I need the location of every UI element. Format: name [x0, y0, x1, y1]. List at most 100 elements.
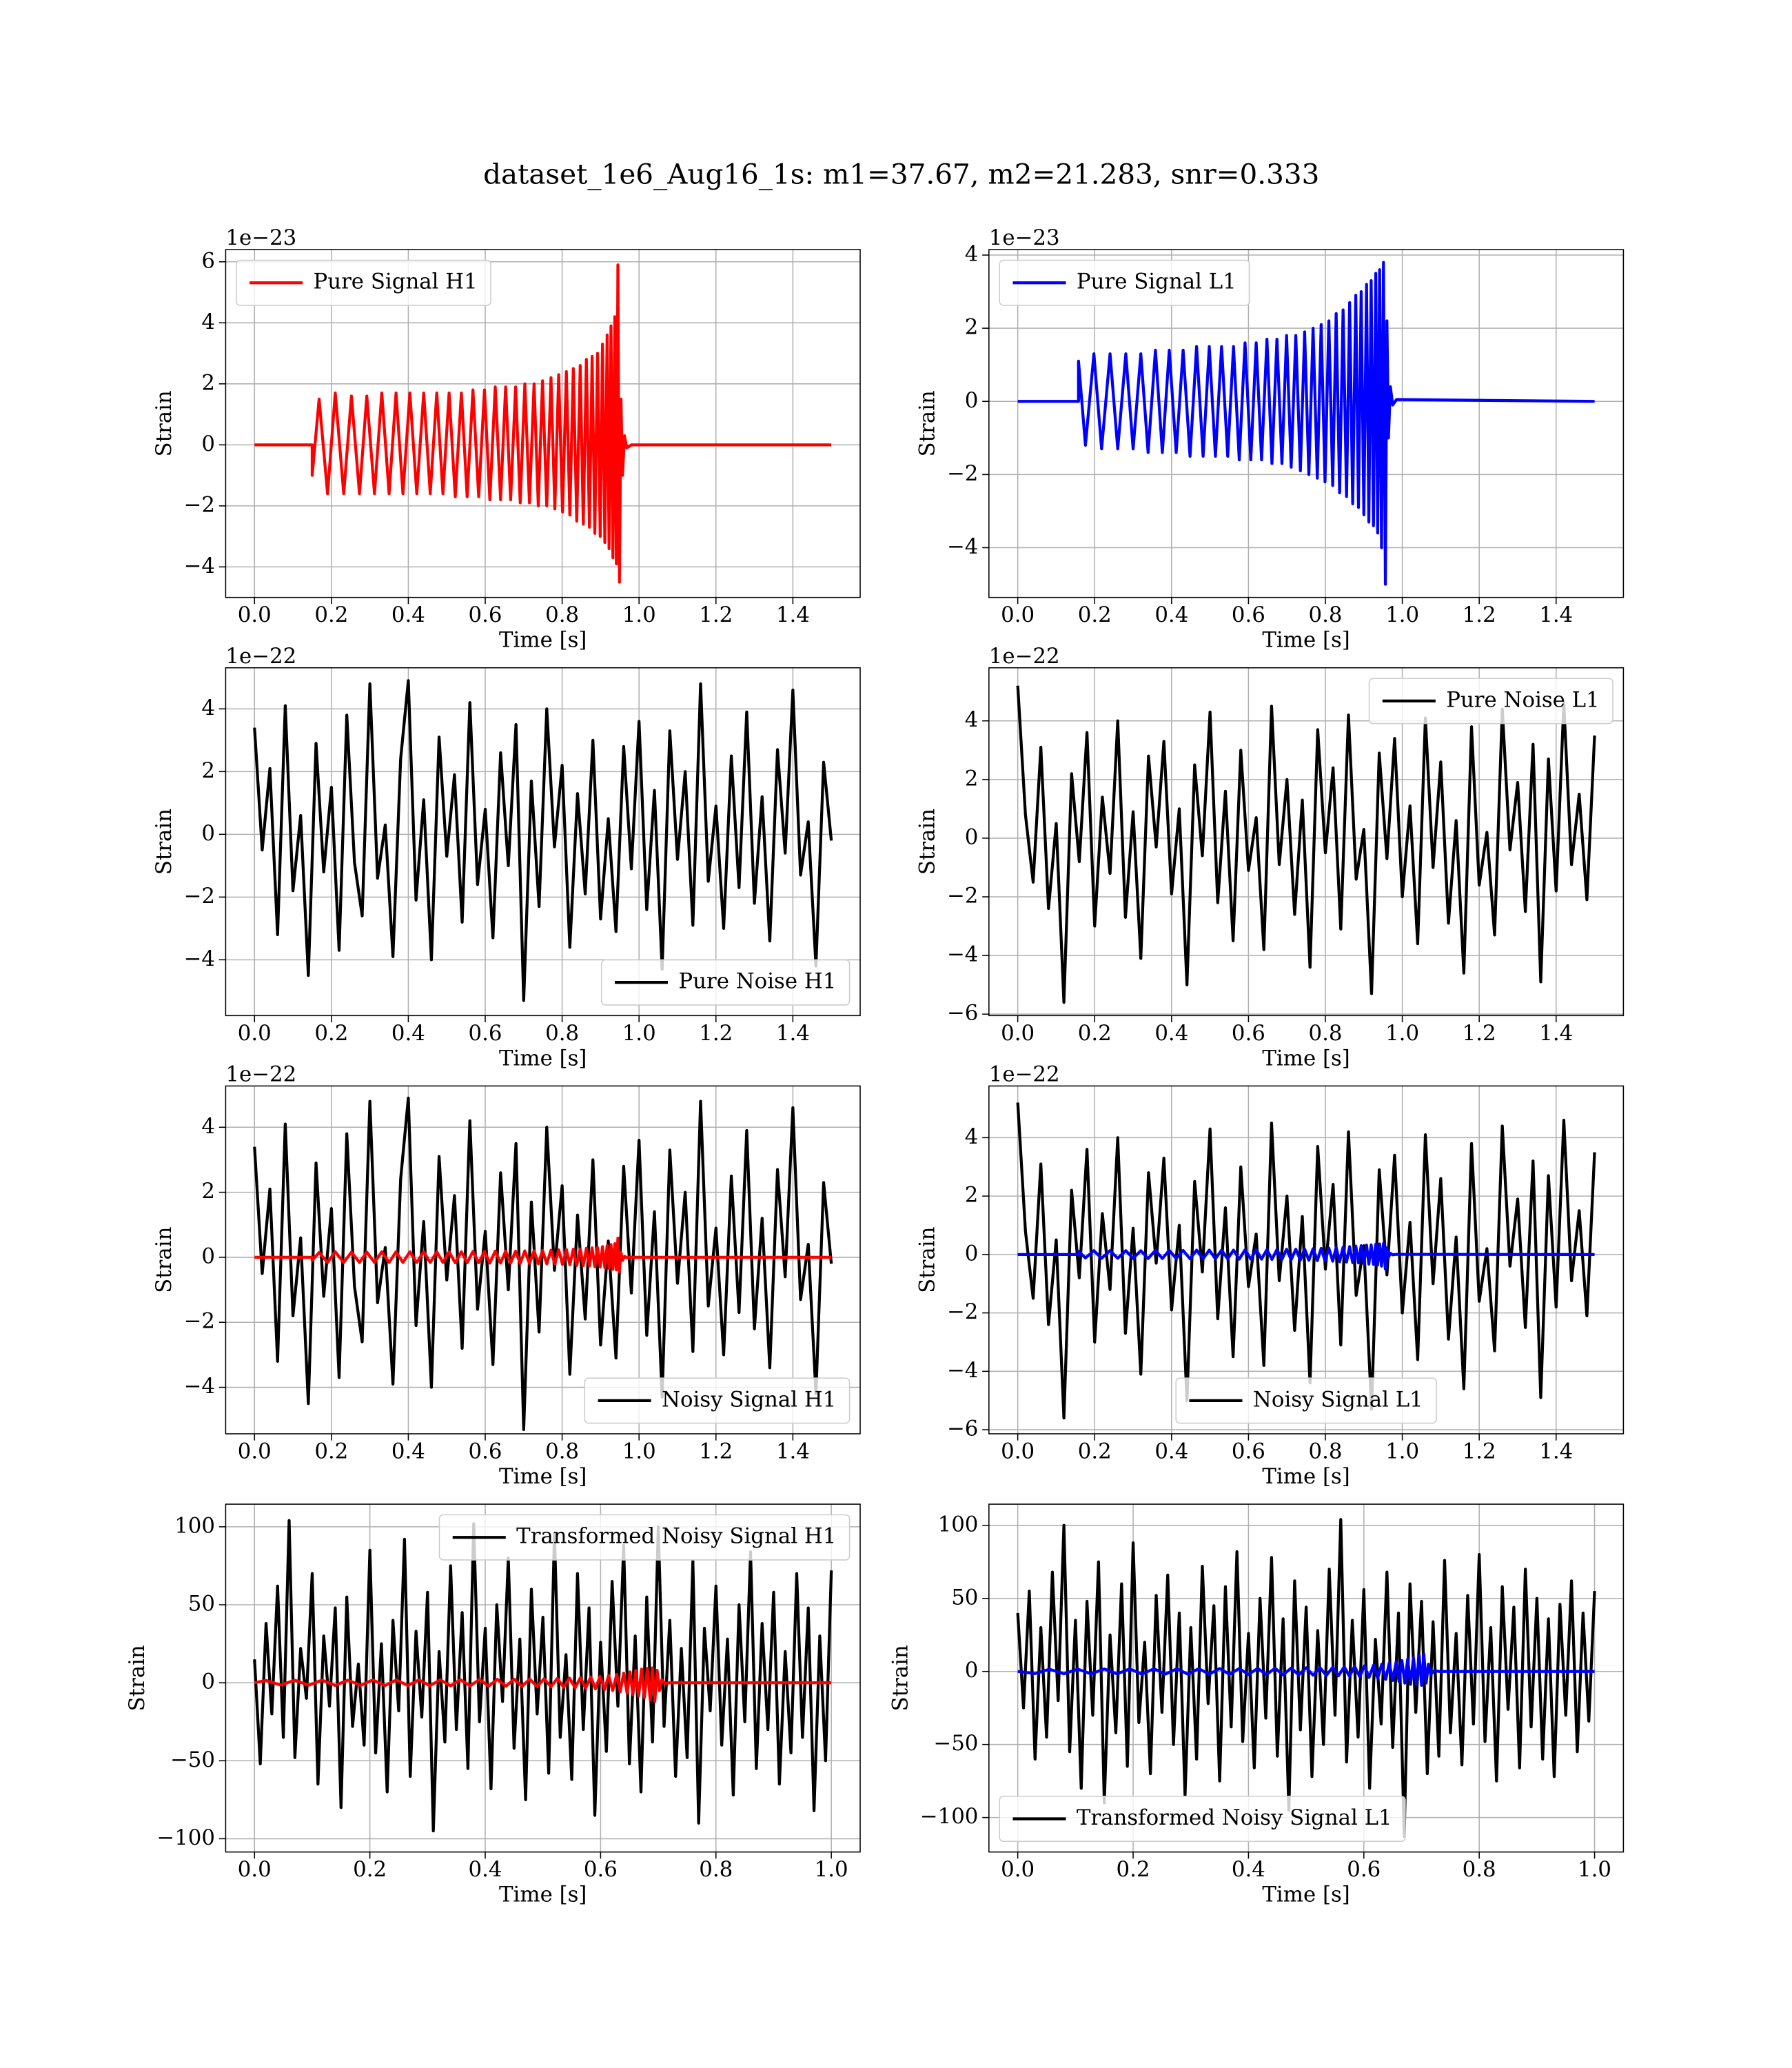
series-line [1016, 1102, 1596, 1420]
legend-box [438, 1514, 851, 1561]
x-tick-label: 0.0 [238, 1439, 272, 1463]
x-axis-label: Time [s] [499, 628, 587, 653]
y-tick-label: 2 [201, 758, 215, 783]
y-axis-label: Strain [915, 390, 940, 456]
y-tick-label: 4 [201, 1114, 215, 1139]
legend: Pure Noise H1 [600, 959, 851, 1006]
x-tick-label: 1.0 [815, 1857, 848, 1882]
x-tick-label: 1.4 [776, 1439, 810, 1463]
x-tick-label: 0.8 [1463, 1857, 1496, 1882]
series-line [254, 263, 832, 584]
y-tick-label: −2 [947, 884, 978, 909]
x-tick-label: 0.8 [1309, 1439, 1343, 1463]
x-tick-label: 1.4 [776, 602, 810, 627]
subplot: 0.0 0.2 0.4 0.6 0.8 1.0 1.2 1.4 −6 −4 −2 0 2 4 Noisy S… [915, 1062, 1625, 1489]
y-tick-label: 100 [938, 1512, 979, 1537]
x-tick-label: 0.2 [314, 1439, 348, 1463]
series-line [1016, 1518, 1596, 1838]
y-tick-label: 0 [201, 821, 215, 846]
y-tick-label: −6 [947, 1001, 978, 1026]
y-tick-label: −2 [947, 461, 978, 486]
x-axis-label: Time [s] [499, 1464, 587, 1489]
x-tick-label: 0.0 [1001, 1439, 1035, 1463]
y-axis-label: Strain [152, 1227, 176, 1293]
axes-frame [988, 249, 1625, 598]
y-tick-label: −4 [947, 1358, 978, 1383]
axis-offset-label: 1e−22 [989, 1062, 1060, 1086]
axis-offset-label: 1e−22 [989, 644, 1060, 669]
y-tick-label: 4 [965, 707, 979, 732]
legend-box [999, 1795, 1406, 1843]
x-tick-label: 0.4 [391, 1439, 425, 1463]
legend-box [236, 259, 491, 306]
x-tick-label: 0.4 [391, 602, 425, 627]
x-tick-label: 0.2 [314, 602, 348, 627]
legend-label: Pure Noise L1 [1446, 687, 1600, 712]
x-tick-label: 1.4 [1539, 1439, 1573, 1463]
legend-box [600, 959, 851, 1006]
x-axis-label: Time [s] [1262, 1883, 1350, 1907]
x-tick-label: 0.4 [1154, 1439, 1188, 1463]
subplot: 0.0 0.2 0.4 0.6 0.8 1.0 1.2 1.4 −4 −2 0 2 4 6 Pure Sig… [152, 225, 861, 653]
y-tick-label: 100 [174, 1513, 215, 1538]
x-tick-label: 0.4 [391, 1021, 425, 1046]
y-tick-label: 0 [201, 1244, 215, 1268]
x-tick-label: 0.6 [469, 602, 502, 627]
series-line [253, 1096, 833, 1431]
y-tick-label: 0 [965, 388, 979, 413]
x-tick-label: 1.2 [1463, 1021, 1496, 1046]
subplot: 0.0 0.2 0.4 0.6 0.8 1.0 −100 −50 0 50 100 Transform… [888, 1503, 1625, 1907]
x-tick-label: 0.6 [469, 1439, 502, 1463]
y-tick-label: −2 [184, 1309, 215, 1334]
x-tick-label: 0.4 [1154, 602, 1188, 627]
series-line [253, 1519, 833, 1833]
y-tick-label: −4 [947, 534, 978, 559]
x-tick-label: 0.2 [314, 1021, 348, 1046]
y-tick-label: −6 [947, 1417, 978, 1441]
x-tick-label: 0.0 [238, 1021, 272, 1046]
x-tick-label: 0.4 [1154, 1021, 1188, 1046]
y-tick-label: −4 [947, 942, 978, 967]
y-tick-label: 0 [965, 824, 979, 849]
y-axis-label: Strain [152, 809, 176, 875]
y-tick-label: 50 [951, 1585, 978, 1610]
x-axis-label: Time [s] [1262, 1464, 1350, 1489]
x-tick-label: 1.2 [1463, 1439, 1496, 1463]
y-tick-label: 2 [965, 766, 979, 791]
x-tick-label: 0.0 [1001, 1857, 1035, 1882]
axis-offset-label: 1e−23 [989, 225, 1060, 250]
x-tick-label: 1.4 [1539, 1021, 1573, 1046]
y-axis-label: Strain [888, 1645, 913, 1711]
x-tick-label: 0.6 [1232, 602, 1265, 627]
y-tick-label: 50 [188, 1592, 215, 1616]
axes-frame [225, 667, 861, 1017]
x-tick-label: 1.4 [776, 1021, 810, 1046]
x-tick-label: 1.0 [622, 1439, 656, 1463]
y-tick-label: 6 [201, 248, 215, 273]
y-tick-label: −4 [184, 554, 215, 578]
x-tick-label: 0.8 [1309, 602, 1343, 627]
series-line [1016, 685, 1596, 1004]
y-tick-label: −50 [170, 1747, 215, 1772]
legend: Pure Signal H1 [236, 259, 491, 306]
y-tick-label: 2 [201, 370, 215, 395]
x-tick-label: 0.8 [545, 1439, 579, 1463]
subplot: 0.0 0.2 0.4 0.6 0.8 1.0 1.2 1.4 −4 −2 0 2 4 Pure Sign… [915, 225, 1625, 653]
x-axis-label: Time [s] [499, 1046, 587, 1071]
y-tick-label: −2 [184, 492, 215, 517]
subplot: 0.0 0.2 0.4 0.6 0.8 1.0 1.2 1.4 −6 −4 −2 0 2 4 Pure No… [915, 644, 1625, 1071]
subplot: 0.0 0.2 0.4 0.6 0.8 1.0 −100 −50 0 50 100 Transform… [125, 1503, 861, 1907]
axes-frame [988, 667, 1625, 1017]
legend: Noisy Signal H1 [584, 1377, 851, 1424]
y-tick-label: 2 [965, 315, 979, 340]
x-tick-label: 0.6 [1232, 1021, 1265, 1046]
legend-box [999, 259, 1250, 306]
series-line [253, 679, 833, 1002]
x-tick-label: 1.4 [1539, 602, 1573, 627]
y-tick-label: −100 [920, 1804, 979, 1829]
axis-offset-label: 1e−22 [225, 1062, 296, 1086]
subplot: 0.0 0.2 0.4 0.6 0.8 1.0 1.2 1.4 −4 −2 0 2 4 Pure Nois… [152, 644, 861, 1071]
x-axis-label: Time [s] [499, 1883, 587, 1907]
x-tick-label: 0.6 [1232, 1439, 1265, 1463]
